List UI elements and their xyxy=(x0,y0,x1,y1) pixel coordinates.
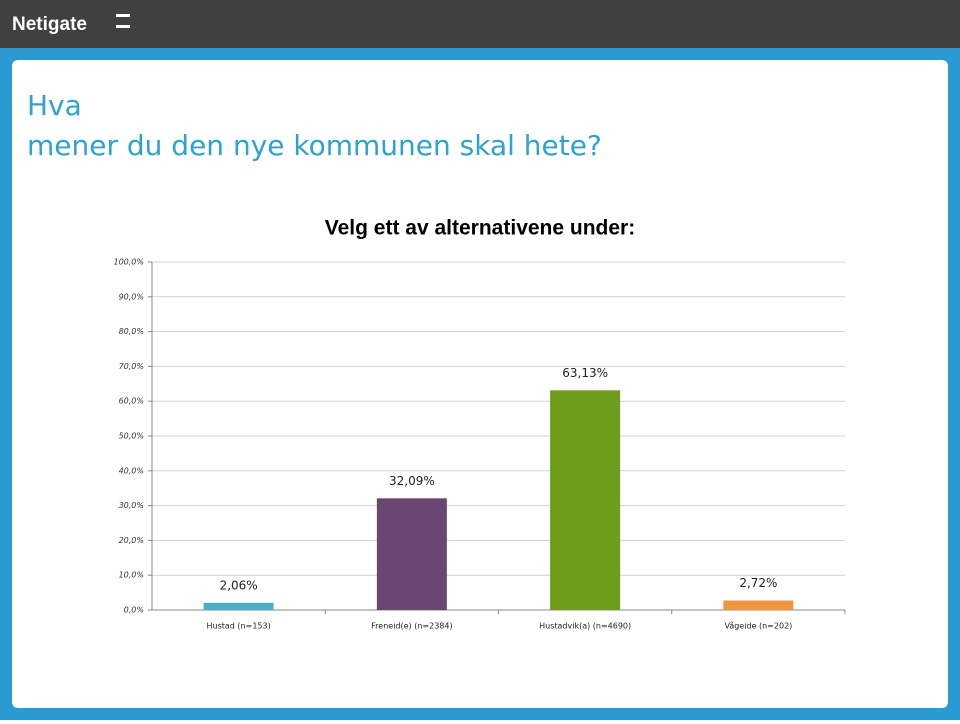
logo: Netigate xyxy=(12,14,87,35)
chart-title: Velg ett av alternativene under: xyxy=(325,217,635,240)
logo-icon xyxy=(116,14,130,28)
panel xyxy=(12,60,948,708)
bar xyxy=(376,498,447,610)
y-tick-label: 70,0% xyxy=(119,362,144,371)
data-label: 2,72% xyxy=(739,576,777,590)
data-label: 2,06% xyxy=(220,578,258,592)
bar xyxy=(723,600,794,610)
x-tick-label: Hustadvik(a) (n=4690) xyxy=(539,622,631,631)
x-tick-label: Hustad (n=153) xyxy=(207,622,271,631)
y-tick-label: 50,0% xyxy=(119,432,144,441)
y-tick-label: 80,0% xyxy=(119,327,144,336)
y-tick-label: 30,0% xyxy=(119,501,144,510)
y-tick-label: 40,0% xyxy=(119,466,144,475)
y-tick-label: 60,0% xyxy=(119,397,144,406)
y-tick-label: 90,0% xyxy=(119,292,144,301)
data-label: 32,09% xyxy=(389,474,435,488)
slide-title: mener du den nye kommunen skal hete? xyxy=(27,129,602,162)
y-tick-label: 10,0% xyxy=(119,571,144,580)
header-bar xyxy=(0,0,960,48)
bar xyxy=(203,602,274,610)
bar xyxy=(550,390,621,610)
slide-title: Hva xyxy=(27,89,82,122)
x-tick-label: Vågeide (n=202) xyxy=(724,621,792,631)
y-tick-label: 100,0% xyxy=(113,258,144,267)
y-tick-label: 20,0% xyxy=(119,536,144,545)
x-tick-label: Freneid(e) (n=2384) xyxy=(371,622,452,631)
data-label: 63,13% xyxy=(562,366,608,380)
y-tick-label: 0,0% xyxy=(124,606,144,615)
